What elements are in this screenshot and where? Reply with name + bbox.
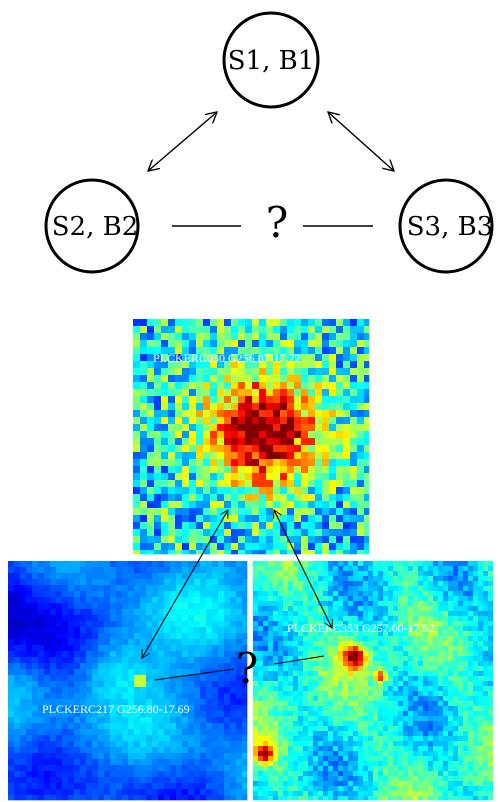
node-label-s1: S1, B1 bbox=[228, 46, 315, 76]
node-circle-s1 bbox=[222, 11, 320, 109]
map-question-mark: ? bbox=[236, 644, 259, 693]
map-connectors: ? bbox=[142, 510, 332, 693]
node-circle-s2 bbox=[44, 178, 140, 274]
node-circle-s3 bbox=[398, 178, 494, 274]
schematic-diagram: S1, B1 S2, B2 S3, B3 ? bbox=[44, 11, 494, 274]
connector-right bbox=[273, 655, 325, 665]
question-mark: ? bbox=[266, 198, 289, 247]
map-left: PLCKERC217 G256.80-17.69 bbox=[8, 561, 248, 801]
node-label-s3: S3, B3 bbox=[407, 212, 494, 242]
map-title-right: PLCKERC353 G257.00-17.52 bbox=[287, 621, 435, 635]
connector-left bbox=[154, 668, 235, 681]
heatmap-top bbox=[133, 319, 370, 555]
map-top: PLCKERC030 G256.87-17.72 bbox=[133, 319, 370, 555]
arrow-top-left bbox=[142, 510, 228, 658]
node-label-s2: S2, B2 bbox=[52, 212, 139, 242]
map-title-left: PLCKERC217 G256.80-17.69 bbox=[42, 702, 190, 716]
arrow-s1-s2 bbox=[148, 112, 217, 171]
heatmap-right bbox=[253, 561, 494, 801]
map-right: PLCKERC353 G257.00-17.52 bbox=[253, 561, 494, 801]
arrow-top-right bbox=[274, 510, 332, 628]
arrow-s1-s3 bbox=[328, 112, 394, 171]
heatmap-left bbox=[8, 561, 248, 801]
map-title-top: PLCKERC030 G256.87-17.72 bbox=[153, 351, 301, 365]
